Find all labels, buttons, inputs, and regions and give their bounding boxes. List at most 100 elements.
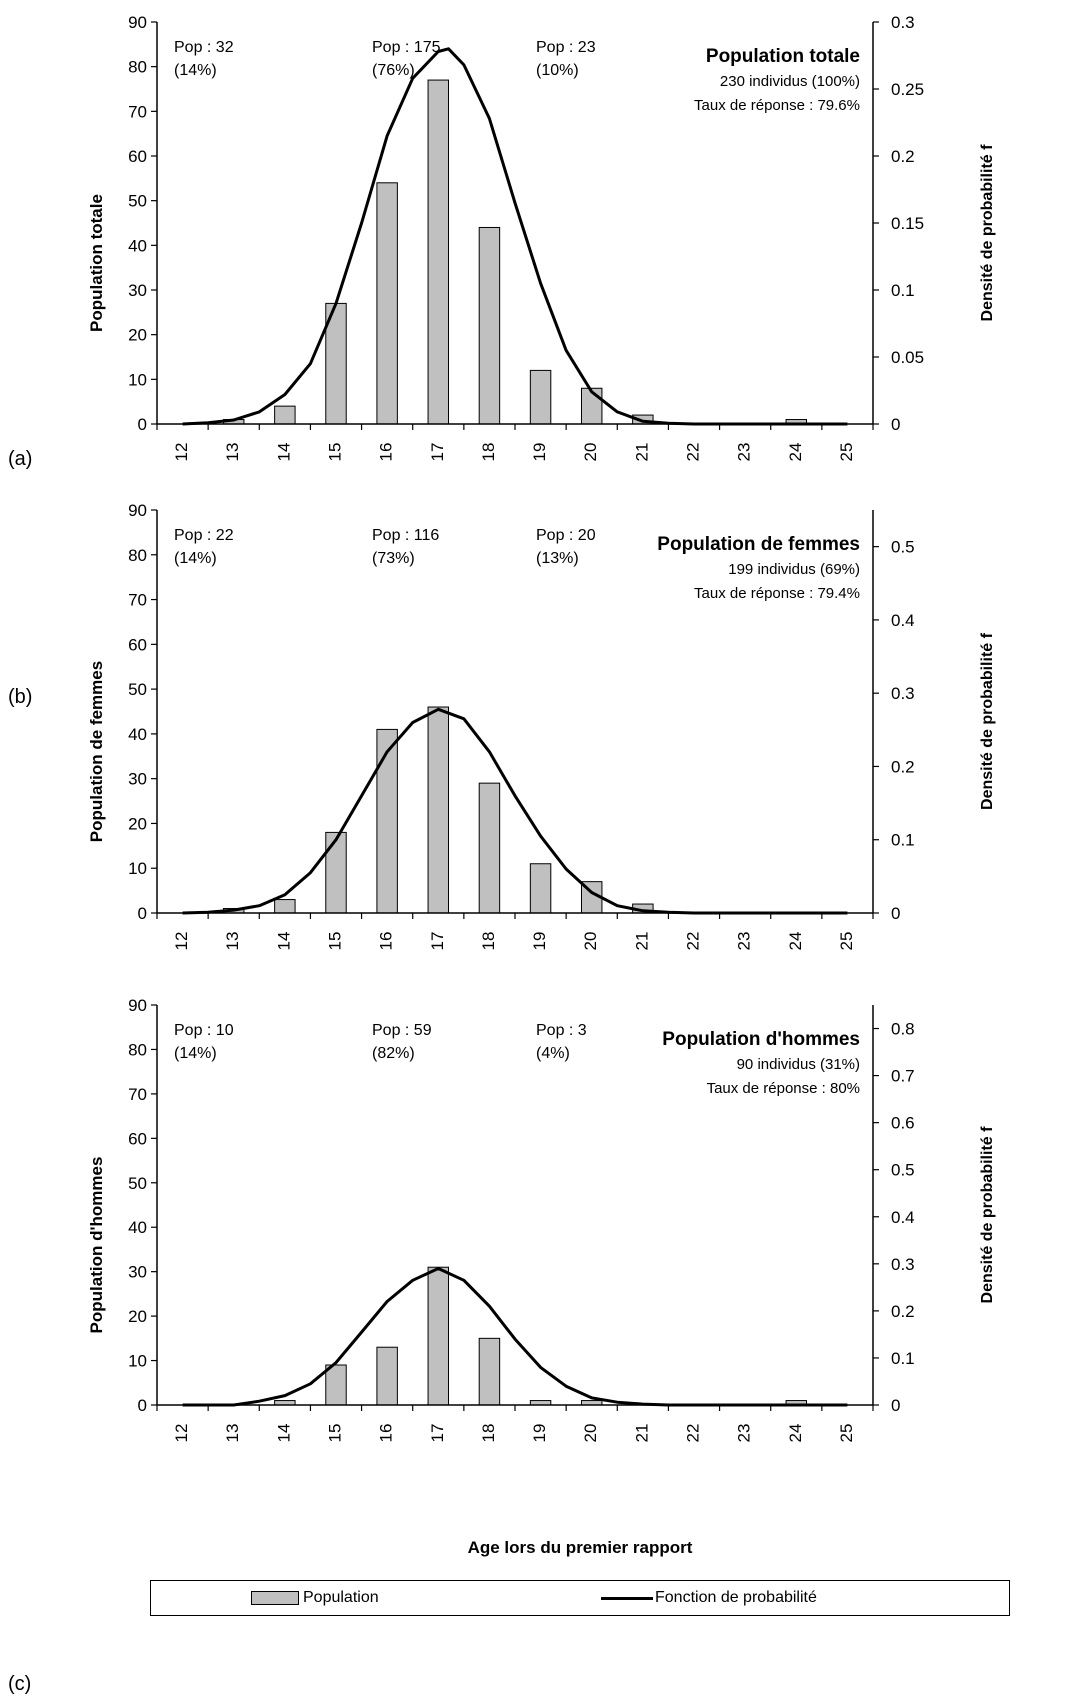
y-tick-label: 50 bbox=[128, 192, 147, 211]
y-tick-label: 50 bbox=[128, 1174, 147, 1193]
bar bbox=[274, 405, 296, 425]
y2-tick-label: 0.5 bbox=[891, 1161, 915, 1180]
y-tick-label: 10 bbox=[128, 370, 147, 389]
panel-label: (c) bbox=[8, 1673, 31, 1695]
bar bbox=[376, 1346, 398, 1406]
y-tick-label: 80 bbox=[128, 1040, 147, 1059]
group-percent: (82%) bbox=[372, 1045, 415, 1062]
x-tick-label: 13 bbox=[223, 443, 242, 462]
probability-line bbox=[182, 707, 848, 915]
x-tick-label: 24 bbox=[786, 1424, 805, 1443]
group-percent: (14%) bbox=[174, 1045, 217, 1062]
panel-label: (a) bbox=[8, 448, 32, 470]
y-tick-label: 70 bbox=[128, 1085, 147, 1104]
bar bbox=[427, 1266, 450, 1406]
x-tick-label: 19 bbox=[530, 1424, 549, 1443]
y-tick-label: 0 bbox=[138, 1396, 147, 1415]
y-tick-label: 10 bbox=[128, 859, 147, 878]
x-tick-label: 12 bbox=[172, 1424, 191, 1443]
x-tick-label: 25 bbox=[837, 443, 856, 462]
group-percent: (14%) bbox=[174, 62, 217, 79]
y-tick-label: 90 bbox=[128, 13, 147, 32]
legend-line-swatch bbox=[601, 1596, 653, 1600]
x-tick-label: 19 bbox=[530, 932, 549, 951]
y2-tick-label: 0.8 bbox=[891, 1020, 915, 1039]
x-tick-label: 17 bbox=[428, 1424, 447, 1443]
x-tick-label: 15 bbox=[325, 1424, 344, 1443]
legend: Population Fonction de probabilité bbox=[150, 1580, 1010, 1616]
y2-tick-label: 0 bbox=[891, 415, 900, 434]
y-axis-title: Population de femmes bbox=[87, 661, 106, 842]
group-count: Pop : 10 bbox=[174, 1022, 234, 1039]
x-tick-label: 20 bbox=[581, 932, 600, 951]
x-axis-label: Age lors du premier rapport bbox=[467, 1538, 693, 1557]
y2-tick-label: 0 bbox=[891, 904, 900, 923]
group-count: Pop : 59 bbox=[372, 1022, 432, 1039]
y-tick-label: 90 bbox=[128, 501, 147, 520]
bar bbox=[478, 226, 501, 425]
bar bbox=[478, 1337, 501, 1406]
bar bbox=[274, 899, 296, 914]
x-tick-label: 12 bbox=[172, 932, 191, 951]
y-tick-label: 30 bbox=[128, 770, 147, 789]
bar bbox=[376, 728, 398, 914]
y-tick-label: 20 bbox=[128, 326, 147, 345]
x-tick-label: 23 bbox=[735, 1424, 754, 1443]
x-tick-label: 16 bbox=[377, 932, 396, 951]
x-tick-label: 13 bbox=[223, 1424, 242, 1443]
bar bbox=[325, 831, 347, 914]
y2-tick-label: 0.3 bbox=[891, 684, 915, 703]
y-tick-label: 0 bbox=[138, 904, 147, 923]
y-tick-label: 80 bbox=[128, 546, 147, 565]
group-count: Pop : 175 bbox=[372, 39, 441, 56]
x-tick-label: 21 bbox=[632, 932, 651, 951]
y2-tick-label: 0 bbox=[891, 1396, 900, 1415]
bar bbox=[529, 369, 552, 425]
y2-tick-label: 0.6 bbox=[891, 1114, 915, 1133]
bar bbox=[376, 182, 398, 425]
group-count: Pop : 116 bbox=[372, 527, 439, 544]
group-percent: (13%) bbox=[536, 550, 579, 567]
y2-tick-label: 0.3 bbox=[891, 13, 915, 32]
y-tick-label: 90 bbox=[128, 996, 147, 1015]
group-percent: (4%) bbox=[536, 1045, 570, 1062]
group-count: Pop : 23 bbox=[536, 39, 596, 56]
panel-rate: Taux de réponse : 79.4% bbox=[694, 585, 860, 602]
y2-tick-label: 0.2 bbox=[891, 1302, 915, 1321]
x-tick-label: 18 bbox=[479, 443, 498, 462]
group-percent: (14%) bbox=[174, 550, 217, 567]
x-tick-label: 17 bbox=[428, 932, 447, 951]
x-tick-label: 14 bbox=[274, 1424, 293, 1443]
y2-axis-title: Densité de probabilité f bbox=[979, 632, 996, 810]
panel-title: Population totale bbox=[706, 46, 860, 67]
group-percent: (76%) bbox=[372, 62, 415, 79]
x-tick-label: 25 bbox=[837, 1424, 856, 1443]
x-tick-label: 21 bbox=[632, 1424, 651, 1443]
y-axis-title: Population d'hommes bbox=[87, 1157, 106, 1334]
legend-line-label: Fonction de probabilité bbox=[655, 1589, 817, 1606]
y-tick-label: 40 bbox=[128, 1218, 147, 1237]
x-tick-label: 24 bbox=[786, 443, 805, 462]
legend-item-probability: Fonction de probabilité bbox=[601, 1589, 817, 1607]
y-tick-label: 60 bbox=[128, 1129, 147, 1148]
y-tick-label: 30 bbox=[128, 281, 147, 300]
x-tick-label: 23 bbox=[735, 443, 754, 462]
x-tick-label: 16 bbox=[377, 1424, 396, 1443]
group-count: Pop : 3 bbox=[536, 1022, 587, 1039]
y2-tick-label: 0.15 bbox=[891, 214, 924, 233]
bar bbox=[325, 1364, 347, 1406]
legend-bar-label: Population bbox=[303, 1589, 379, 1606]
x-tick-label: 22 bbox=[683, 932, 702, 951]
x-tick-label: 23 bbox=[735, 932, 754, 951]
probability-line bbox=[182, 47, 848, 426]
group-count: Pop : 20 bbox=[536, 527, 596, 544]
bar bbox=[529, 863, 552, 914]
x-tick-label: 19 bbox=[530, 443, 549, 462]
y2-tick-label: 0.7 bbox=[891, 1067, 915, 1086]
group-percent: (73%) bbox=[372, 550, 415, 567]
y2-axis-title: Densité de probabilité f bbox=[979, 144, 996, 322]
x-tick-label: 22 bbox=[683, 1424, 702, 1443]
panel-title: Population d'hommes bbox=[662, 1029, 860, 1050]
y-tick-label: 40 bbox=[128, 725, 147, 744]
